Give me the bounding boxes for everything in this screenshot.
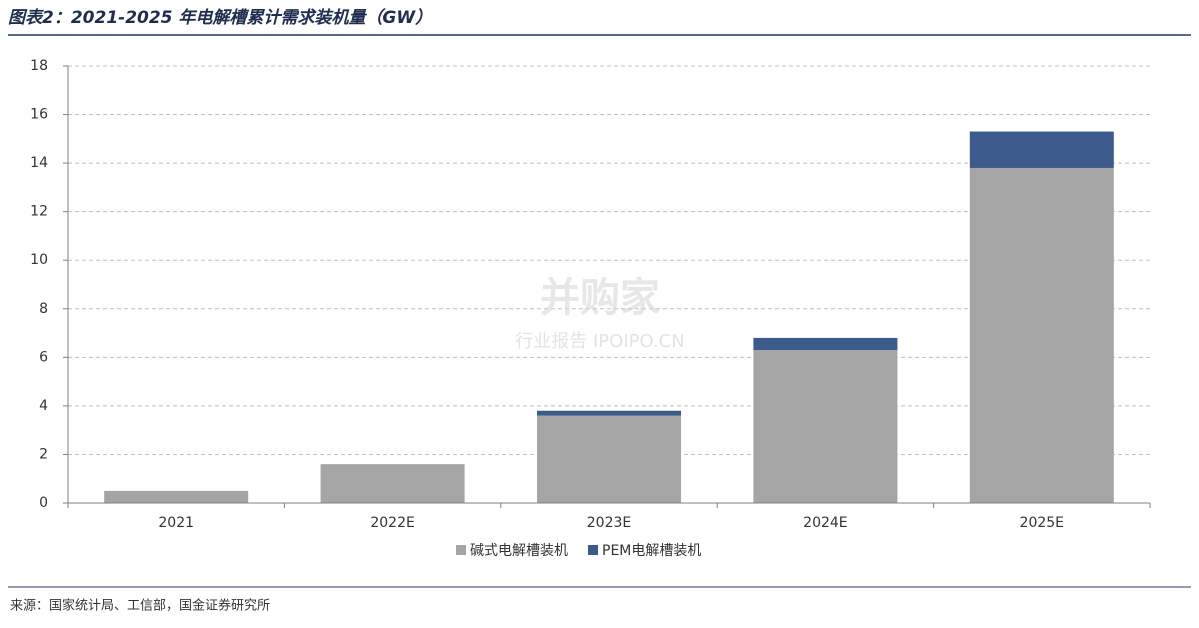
bar-segment [537,415,681,503]
y-tick-label: 10 [30,252,48,268]
bar-segment [320,464,465,503]
chart-title: 图表2：2021-2025 年电解槽累计需求装机量（GW） [8,8,432,28]
bar-segment [753,350,898,503]
y-tick-label: 2 [39,446,48,462]
legend-label: PEM电解槽装机 [602,543,701,559]
bar-segment [753,337,898,351]
bar-segment [537,410,681,416]
legend-swatch [456,545,466,555]
x-tick-label: 2025E [1020,515,1064,531]
legend-swatch [588,545,598,555]
x-tick-label: 2021 [158,515,194,531]
bar-segment [969,131,1114,168]
y-tick-label: 4 [39,398,48,414]
bar-segment [104,490,249,503]
bar-segment [969,167,1114,503]
legend-label: 碱式电解槽装机 [470,543,568,559]
y-tick-label: 16 [30,107,48,123]
y-tick-label: 0 [39,495,48,511]
x-tick-label: 2023E [587,515,631,531]
x-tick-label: 2022E [370,515,414,531]
source: 来源：国家统计局、工信部，国金证券研究所 [10,598,270,614]
watermark: 行业报告 IPOIPO.CN [515,331,684,352]
y-tick-label: 12 [30,204,48,220]
watermark: 并购家 [540,275,660,321]
y-tick-label: 8 [39,301,48,317]
y-tick-label: 18 [30,58,48,74]
y-tick-label: 6 [39,349,48,365]
x-tick-label: 2024E [803,515,847,531]
y-tick-label: 14 [30,155,48,171]
